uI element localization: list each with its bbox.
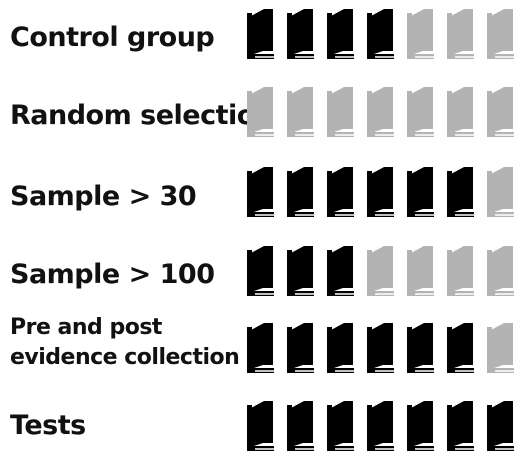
book-icon	[367, 167, 394, 217]
book-icon	[327, 87, 354, 137]
row-label-sample-30: Sample > 30	[10, 181, 197, 212]
book-icon	[367, 246, 394, 296]
book-icon	[447, 167, 474, 217]
book-icon	[447, 87, 474, 137]
book-icon	[247, 246, 274, 296]
book-icon	[327, 167, 354, 217]
book-icon	[487, 323, 514, 373]
book-icon	[407, 323, 434, 373]
book-icon	[407, 87, 434, 137]
book-icon	[247, 401, 274, 451]
book-icon	[407, 9, 434, 59]
book-icon	[487, 401, 514, 451]
book-icon	[247, 87, 274, 137]
book-icon	[327, 323, 354, 373]
book-icon	[327, 9, 354, 59]
book-icon	[447, 9, 474, 59]
book-icon	[367, 87, 394, 137]
book-icon	[487, 87, 514, 137]
row-label-tests: Tests	[10, 410, 86, 441]
book-icon	[487, 167, 514, 217]
book-icon	[447, 246, 474, 296]
book-icon	[247, 167, 274, 217]
book-icon	[287, 167, 314, 217]
book-icon	[287, 401, 314, 451]
book-icon	[287, 323, 314, 373]
book-icon	[407, 401, 434, 451]
row-label-sample-100: Sample > 100	[10, 259, 215, 290]
book-icon	[487, 9, 514, 59]
book-icon	[367, 9, 394, 59]
book-icon	[327, 246, 354, 296]
book-icon	[287, 87, 314, 137]
book-icon	[407, 246, 434, 296]
book-icon	[447, 323, 474, 373]
book-icon	[407, 167, 434, 217]
book-icon	[447, 401, 474, 451]
book-icon	[367, 323, 394, 373]
book-icon	[287, 9, 314, 59]
book-icon	[247, 323, 274, 373]
book-icon	[327, 401, 354, 451]
book-icon	[247, 9, 274, 59]
book-icon	[487, 246, 514, 296]
row-label-pre-post-evidence: Pre and post evidence collection	[10, 315, 240, 370]
book-icon	[367, 401, 394, 451]
row-label-control-group: Control group	[10, 22, 215, 53]
book-icon	[287, 246, 314, 296]
